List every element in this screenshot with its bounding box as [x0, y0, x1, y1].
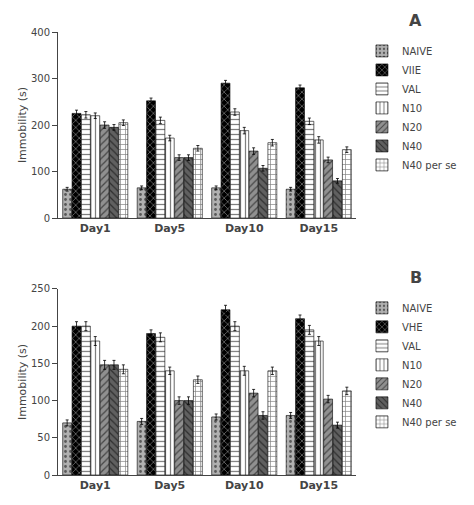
svg-text:NAIVE: NAIVE: [402, 303, 432, 314]
svg-text:Immobility (s): Immobility (s): [16, 87, 29, 163]
svg-text:Day15: Day15: [299, 222, 338, 235]
svg-text:B: B: [410, 268, 422, 287]
svg-text:N10: N10: [402, 103, 422, 114]
svg-text:VHE: VHE: [402, 322, 423, 333]
svg-text:Day15: Day15: [299, 479, 338, 492]
svg-text:Day5: Day5: [154, 479, 185, 492]
svg-text:A: A: [409, 11, 422, 30]
svg-text:Day5: Day5: [154, 222, 185, 235]
svg-text:50: 50: [37, 432, 50, 443]
svg-text:0: 0: [44, 470, 50, 481]
svg-text:N20: N20: [402, 122, 422, 133]
svg-text:300: 300: [31, 73, 50, 84]
svg-text:VAL: VAL: [402, 84, 421, 95]
svg-text:N10: N10: [402, 360, 422, 371]
svg-text:VIIE: VIIE: [402, 65, 421, 76]
svg-text:N40 per se: N40 per se: [402, 160, 457, 171]
svg-text:Day10: Day10: [225, 222, 264, 235]
svg-text:Day1: Day1: [80, 479, 111, 492]
svg-text:200: 200: [31, 321, 50, 332]
svg-text:200: 200: [31, 120, 50, 131]
svg-text:NAIVE: NAIVE: [402, 46, 432, 57]
svg-text:150: 150: [31, 358, 50, 369]
svg-text:100: 100: [31, 166, 50, 177]
svg-text:Day1: Day1: [80, 222, 111, 235]
svg-text:VAL: VAL: [402, 341, 421, 352]
svg-text:0: 0: [44, 213, 50, 224]
svg-text:N20: N20: [402, 379, 422, 390]
svg-text:N40: N40: [402, 141, 422, 152]
svg-text:400: 400: [31, 27, 50, 38]
svg-text:250: 250: [31, 283, 50, 294]
svg-text:N40: N40: [402, 398, 422, 409]
svg-text:Immobility (s): Immobility (s): [16, 344, 29, 420]
svg-text:100: 100: [31, 395, 50, 406]
svg-text:Day10: Day10: [225, 479, 264, 492]
svg-text:N40 per se: N40 per se: [402, 417, 457, 428]
